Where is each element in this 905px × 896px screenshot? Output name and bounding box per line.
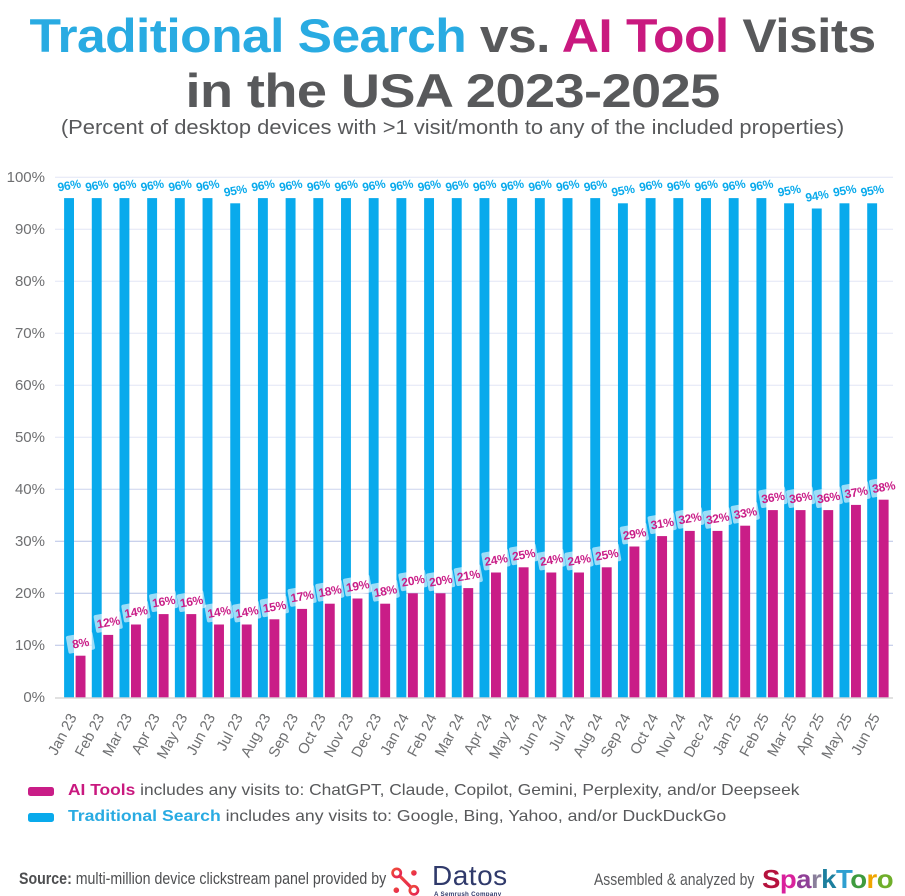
svg-text:90%: 90% xyxy=(15,221,45,238)
svg-text:18%: 18% xyxy=(373,582,399,600)
svg-text:95%: 95% xyxy=(223,182,249,200)
svg-text:24%: 24% xyxy=(539,551,565,569)
svg-text:96%: 96% xyxy=(84,176,110,194)
svg-text:38%: 38% xyxy=(871,478,897,496)
svg-text:94%: 94% xyxy=(804,187,830,205)
svg-text:96%: 96% xyxy=(527,176,553,194)
svg-text:40%: 40% xyxy=(15,481,45,498)
svg-text:100%: 100% xyxy=(7,169,45,186)
svg-text:36%: 36% xyxy=(788,489,814,507)
svg-text:10%: 10% xyxy=(15,637,45,654)
svg-text:96%: 96% xyxy=(666,176,692,194)
svg-text:96%: 96% xyxy=(555,176,581,194)
svg-text:70%: 70% xyxy=(15,325,45,342)
svg-text:95%: 95% xyxy=(777,182,803,200)
svg-text:96%: 96% xyxy=(167,176,193,194)
svg-text:96%: 96% xyxy=(583,176,609,194)
svg-text:96%: 96% xyxy=(500,176,526,194)
svg-text:32%: 32% xyxy=(705,509,731,527)
svg-text:16%: 16% xyxy=(151,593,177,611)
svg-text:24%: 24% xyxy=(566,551,592,569)
svg-text:15%: 15% xyxy=(262,598,288,616)
svg-text:96%: 96% xyxy=(195,176,221,194)
svg-text:20%: 20% xyxy=(400,572,426,590)
svg-text:20%: 20% xyxy=(428,572,454,590)
svg-text:80%: 80% xyxy=(15,273,45,290)
svg-text:96%: 96% xyxy=(140,176,166,194)
svg-text:17%: 17% xyxy=(290,587,316,605)
svg-text:36%: 36% xyxy=(760,489,786,507)
svg-text:96%: 96% xyxy=(749,176,775,194)
svg-text:14%: 14% xyxy=(234,603,260,621)
svg-text:30%: 30% xyxy=(15,533,45,550)
svg-text:36%: 36% xyxy=(816,489,842,507)
svg-text:96%: 96% xyxy=(361,176,387,194)
svg-text:24%: 24% xyxy=(483,551,509,569)
svg-text:32%: 32% xyxy=(677,509,703,527)
svg-text:96%: 96% xyxy=(721,176,747,194)
svg-text:96%: 96% xyxy=(278,176,304,194)
svg-text:96%: 96% xyxy=(333,176,359,194)
svg-text:96%: 96% xyxy=(250,176,276,194)
svg-text:29%: 29% xyxy=(622,525,648,543)
svg-text:60%: 60% xyxy=(15,377,45,394)
svg-text:96%: 96% xyxy=(444,176,470,194)
svg-text:37%: 37% xyxy=(843,483,869,501)
svg-text:19%: 19% xyxy=(345,577,371,595)
svg-text:16%: 16% xyxy=(179,593,205,611)
svg-text:31%: 31% xyxy=(650,515,676,533)
svg-text:20%: 20% xyxy=(15,585,45,602)
svg-text:21%: 21% xyxy=(456,567,482,585)
svg-text:33%: 33% xyxy=(733,504,759,522)
svg-text:95%: 95% xyxy=(832,182,858,200)
svg-text:96%: 96% xyxy=(112,176,138,194)
svg-text:96%: 96% xyxy=(693,176,719,194)
svg-text:96%: 96% xyxy=(306,176,332,194)
svg-text:14%: 14% xyxy=(206,603,232,621)
svg-text:96%: 96% xyxy=(638,176,664,194)
svg-text:12%: 12% xyxy=(96,613,122,631)
svg-text:95%: 95% xyxy=(610,182,636,200)
svg-text:96%: 96% xyxy=(56,176,82,194)
svg-text:25%: 25% xyxy=(511,546,537,564)
svg-text:14%: 14% xyxy=(123,603,149,621)
svg-text:25%: 25% xyxy=(594,546,620,564)
svg-text:0%: 0% xyxy=(23,689,45,706)
svg-text:50%: 50% xyxy=(15,429,45,446)
svg-text:96%: 96% xyxy=(417,176,443,194)
svg-text:8%: 8% xyxy=(71,635,91,652)
svg-text:18%: 18% xyxy=(317,582,343,600)
svg-text:96%: 96% xyxy=(472,176,498,194)
svg-text:95%: 95% xyxy=(860,182,886,200)
svg-text:96%: 96% xyxy=(389,176,415,194)
